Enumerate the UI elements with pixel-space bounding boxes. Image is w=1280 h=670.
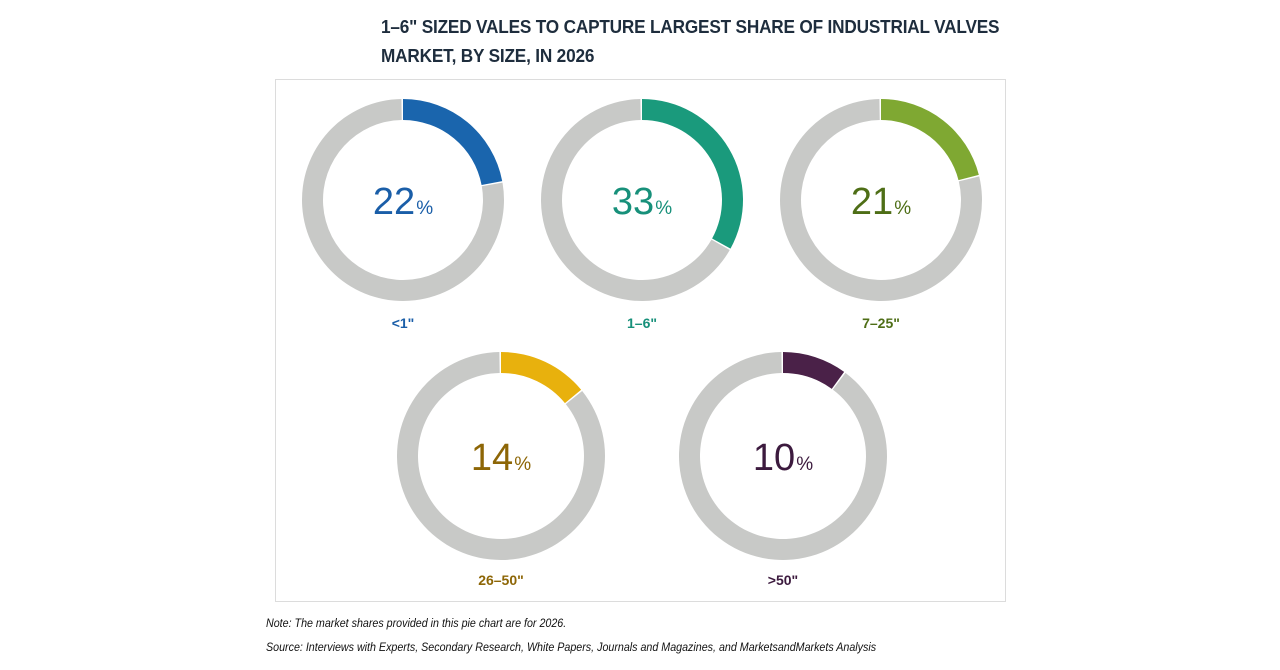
donut-5: 10% >50"	[679, 352, 887, 588]
chart-title-line-1: 1–6" SIZED VALES TO CAPTURE LARGEST SHAR…	[381, 16, 1000, 37]
donut-3: 21% 7–25"	[779, 99, 982, 331]
donut-4: 14% 26–50"	[396, 352, 605, 588]
donut-value-label: 14%	[471, 437, 531, 479]
donut-value-arc	[403, 99, 503, 186]
donut-value-label: 10%	[753, 437, 813, 479]
donut-value-label: 22%	[373, 181, 433, 223]
donut-category-label: <1"	[392, 315, 415, 331]
donut-category-label: 1–6"	[627, 315, 657, 331]
donut-value-arc	[881, 99, 979, 181]
donut-category-label: 7–25"	[862, 315, 900, 331]
donut-2: 33% 1–6"	[541, 99, 743, 331]
donut-value-arc	[501, 352, 582, 404]
source-text: Source: Interviews with Experts, Seconda…	[266, 642, 877, 654]
donut-category-label: >50"	[768, 572, 798, 588]
donut-1: 22% <1"	[302, 99, 504, 331]
donut-value-label: 33%	[612, 181, 672, 223]
chart-title: 1–6" SIZED VALES TO CAPTURE LARGEST SHAR…	[381, 12, 1000, 70]
chart-title-line-2: MARKET, BY SIZE, IN 2026	[381, 45, 595, 66]
donut-value-arc	[783, 352, 845, 389]
note-text: Note: The market shares provided in this…	[266, 618, 567, 630]
donut-category-label: 26–50"	[478, 572, 524, 588]
donut-value-label: 21%	[851, 181, 911, 223]
donut-value-arc	[642, 99, 743, 249]
chart-frame	[275, 79, 1006, 602]
